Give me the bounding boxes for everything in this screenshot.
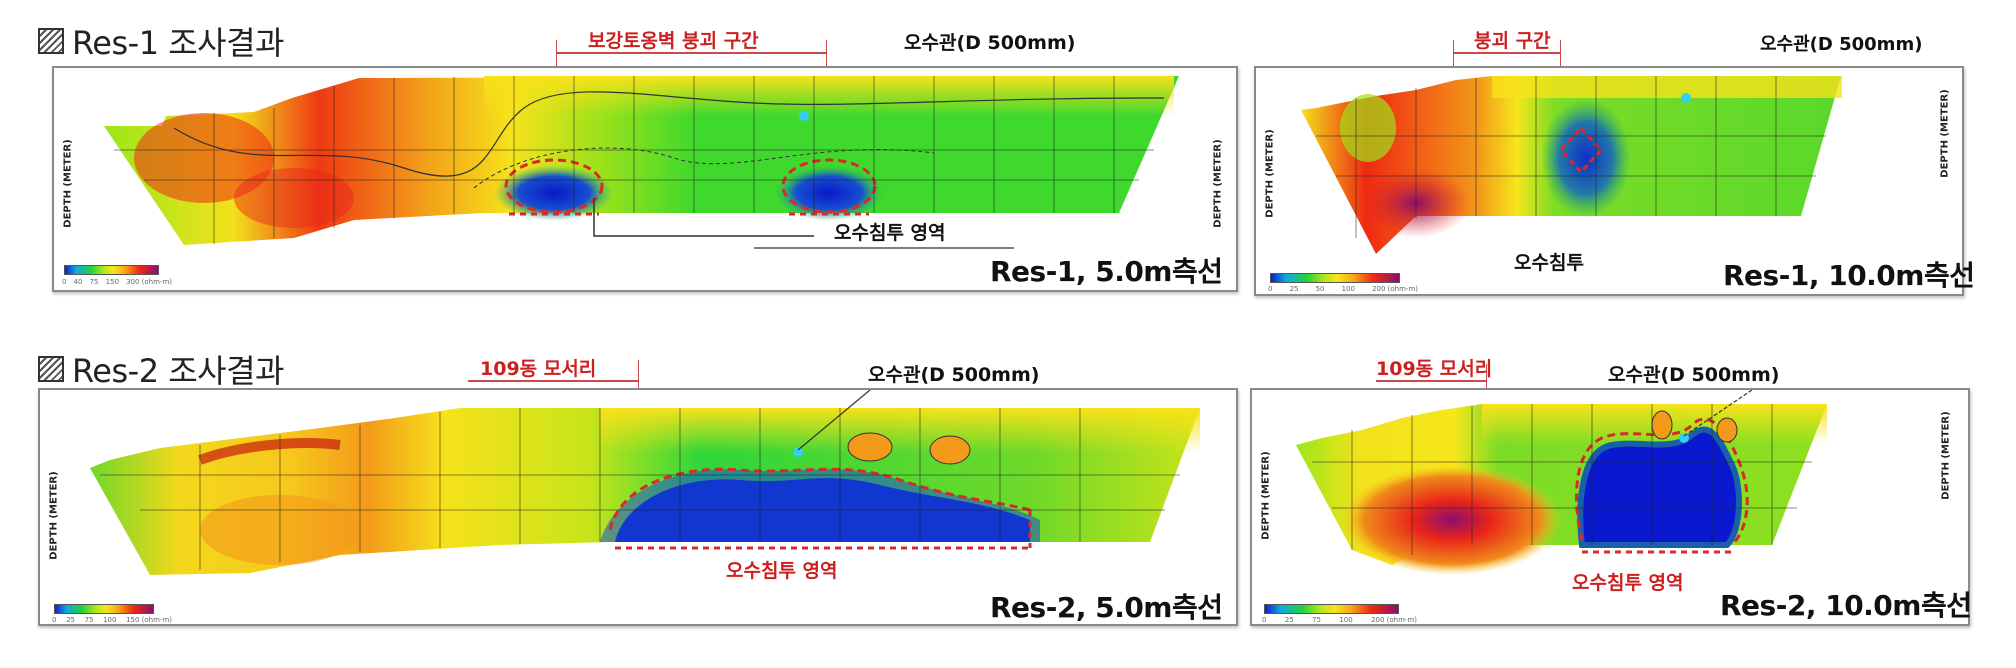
resistivity-color-scale [1270,273,1400,283]
resistivity-color-scale [54,604,154,614]
infiltration-zone-label: 오수침투 영역 [726,560,838,582]
building-corner-tick [638,360,639,410]
collapse-section-bracket [1453,52,1560,54]
building-corner-label: 109동 모서리 [480,358,597,380]
sewer-pipe-marker [793,447,803,457]
depth-axis-label-right: DEPTH (METER) [1940,411,1952,500]
sewer-pipe-label: 오수관(D 500mm) [868,364,1040,386]
resistivity-section-res2-5m [90,390,1200,575]
resistivity-section-res2-10m [1296,390,1827,575]
infiltration-zone-label: 오수침투 영역 [834,222,946,244]
depth-axis-label-left: DEPTH (METER) [1264,129,1276,218]
panel-res2-5m: 오수침투 영역 Res-2, 5.0m측선 DEPTH (METER) 0 25 7… [38,388,1238,626]
building-corner-arrow [1376,380,1486,382]
sewer-pipe-label: 오수관(D 500mm) [904,32,1076,54]
panel-res2-10m: 오수침투 영역 Res-2, 10.0m측선 DEPTH (METER) DEP… [1250,388,1972,626]
color-scale-ticks: 0 25 75 100 150 (ohm-m) [52,616,172,624]
collapse-section-label: 보강토옹벽 붕괴 구간 [588,30,759,52]
infiltration-zone-label: 오수침투 [1514,252,1584,274]
building-corner-arrow [468,380,638,382]
panel-res1-5m: 오수침투 영역 Res-1, 5.0m측선 DEPTH (METER) DEPT… [52,66,1238,292]
resistivity-color-scale [1264,604,1399,614]
sewer-pipe-marker [799,111,809,121]
depth-axis-label-right: DEPTH (METER) [1939,89,1951,178]
resistivity-color-scale [64,265,159,275]
survey-line-caption: Res-2, 10.0m측선 [1720,589,1972,622]
resistivity-section-res1-10m [1301,76,1842,254]
survey-line-caption: Res-1, 10.0m측선 [1723,259,1975,292]
survey-line-caption: Res-1, 5.0m측선 [990,255,1223,288]
depth-axis-label-right: DEPTH (METER) [1212,139,1224,228]
sewer-pipe-marker [1679,433,1689,443]
infiltration-zone-label: 오수침투 영역 [1572,572,1684,594]
resistivity-section-res1-5m [104,76,1179,249]
panel-res1-10m: 오수침투 Res-1, 10.0m측선 DEPTH (METER) DEPTH … [1254,66,1975,296]
sewer-pipe-label: 오수관(D 500mm) [1760,34,1923,55]
sewer-pipe-label: 오수관(D 500mm) [1608,364,1780,386]
section-title-res1: Res-1 조사결과 [38,18,285,64]
depth-axis-label-left: DEPTH (METER) [62,139,74,228]
building-corner-label: 109동 모서리 [1376,358,1493,380]
survey-line-caption: Res-2, 5.0m측선 [990,591,1223,624]
section-title-res2: Res-2 조사결과 [38,346,285,392]
depth-axis-label-left: DEPTH (METER) [48,471,60,560]
color-scale-ticks: 0 25 75 100 200 (ohm-m) [1262,616,1417,624]
sewer-pipe-marker [1681,93,1691,103]
color-scale-ticks: 0 40 75 150 300 (ohm-m) [62,278,172,286]
collapse-section-bracket [556,52,826,54]
section-title-text: Res-2 조사결과 [72,352,285,390]
collapse-section-label: 붕괴 구간 [1474,30,1551,52]
hatched-square-icon [38,28,64,54]
color-scale-ticks: 0 25 50 100 200 (ohm-m) [1268,285,1418,293]
depth-axis-label-left: DEPTH (METER) [1260,451,1272,540]
section-title-text: Res-1 조사결과 [72,24,285,62]
hatched-square-icon [38,356,64,382]
